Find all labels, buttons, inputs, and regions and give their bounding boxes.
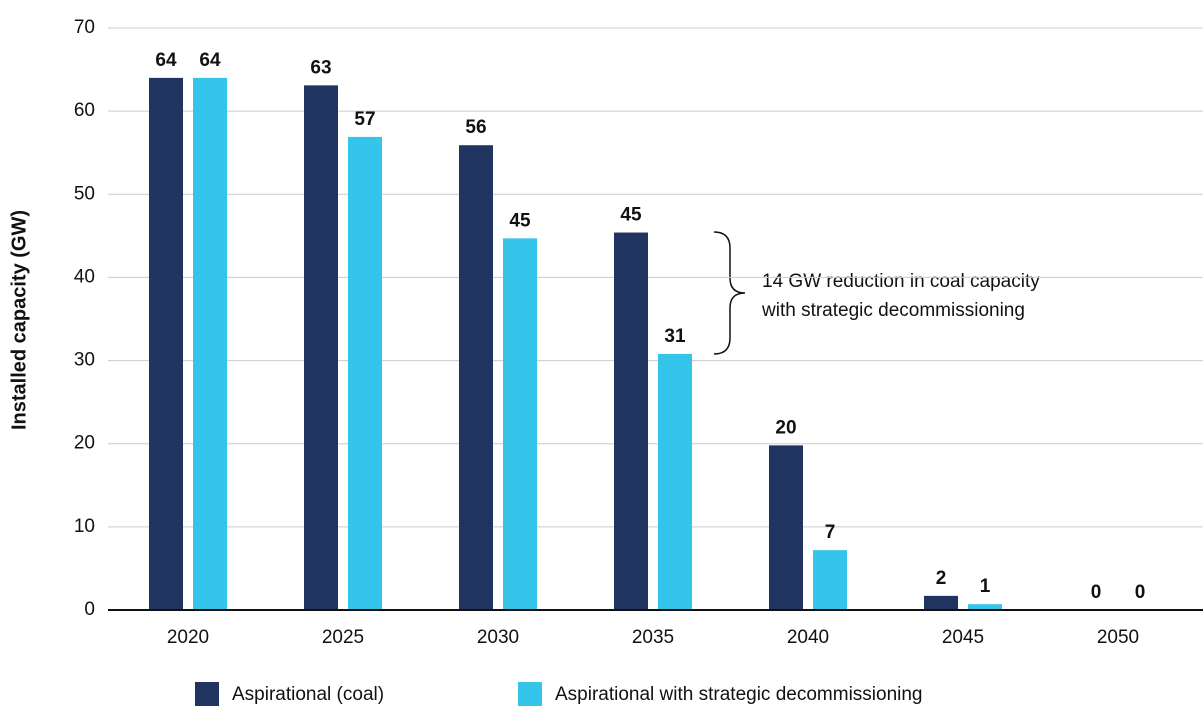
legend-label: Aspirational with strategic decommission… [555,684,923,705]
y-tick-label: 0 [84,599,95,620]
value-label: 45 [620,205,642,226]
y-axis-title: Installed capacity (GW) [8,210,30,430]
y-tick-label: 10 [74,516,95,537]
x-tick-label: 2025 [322,627,364,648]
bar [149,77,183,610]
legend-label: Aspirational (coal) [232,684,384,705]
x-tick-label: 2050 [1097,627,1139,648]
value-label: 31 [664,326,686,347]
bar [503,238,537,610]
y-tick-label: 60 [74,100,95,121]
x-tick-label: 2045 [942,627,984,648]
y-tick-label: 20 [74,433,95,454]
bar [304,85,338,610]
bar [813,550,847,610]
y-tick-label: 50 [74,183,95,204]
legend-swatch [195,682,219,706]
value-label: 1 [980,576,991,597]
y-tick-label: 30 [74,350,95,371]
y-tick-label: 70 [74,17,95,38]
value-label: 20 [775,417,796,438]
bracket [713,231,746,355]
value-label: 0 [1135,582,1146,603]
value-label: 57 [354,109,375,130]
bar [459,145,493,610]
value-label: 64 [199,50,221,71]
value-label: 64 [155,50,177,71]
value-label: 63 [310,57,331,78]
bar [658,353,692,610]
x-tick-label: 2030 [477,627,519,648]
value-label: 56 [465,117,486,138]
bar [193,77,227,610]
bar [348,136,382,610]
value-label: 45 [509,210,531,231]
annotation: with strategic decommissioning [761,300,1025,321]
bar [924,595,958,610]
bar [614,232,648,610]
legend-swatch [518,682,542,706]
bar [968,604,1002,610]
y-tick-label: 40 [74,266,95,287]
value-label: 0 [1091,582,1102,603]
x-tick-label: 2020 [167,627,209,648]
x-tick-label: 2040 [787,627,829,648]
x-tick-label: 2035 [632,627,674,648]
annotation: 14 GW reduction in coal capacity [762,271,1040,292]
bar [769,445,803,610]
value-label: 2 [936,568,947,589]
value-label: 7 [825,522,836,543]
